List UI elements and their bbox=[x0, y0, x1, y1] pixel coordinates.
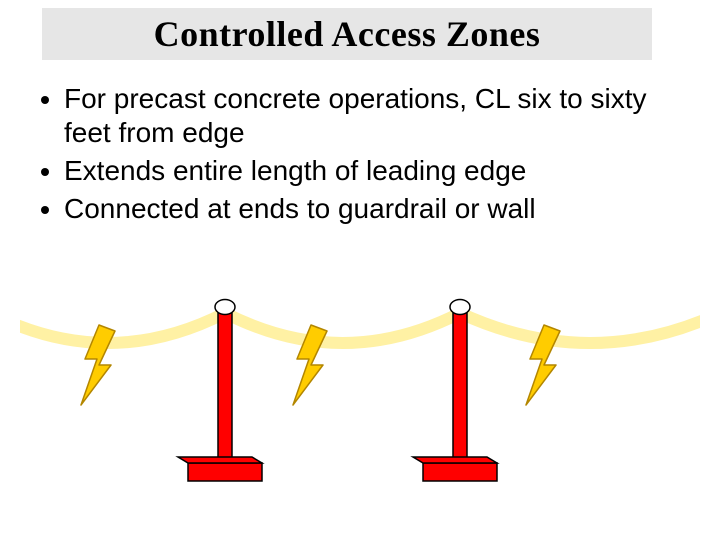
title-band: Controlled Access Zones bbox=[42, 8, 652, 60]
bullet-item: For precast concrete operations, CL six … bbox=[64, 82, 676, 150]
barrier-svg bbox=[20, 255, 700, 515]
barrier-illustration bbox=[20, 255, 700, 515]
bullet-item: Connected at ends to guardrail or wall bbox=[64, 192, 676, 226]
slide-title: Controlled Access Zones bbox=[154, 13, 541, 55]
bullet-item: Extends entire length of leading edge bbox=[64, 154, 676, 188]
bullet-list: For precast concrete operations, CL six … bbox=[36, 82, 676, 231]
slide: Controlled Access Zones For precast conc… bbox=[0, 0, 720, 540]
